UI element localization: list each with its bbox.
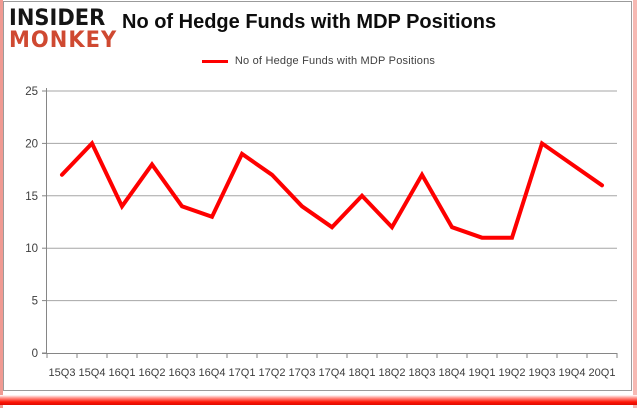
legend-label: No of Hedge Funds with MDP Positions (234, 55, 436, 67)
logo-insider-text: INSIDER (9, 4, 106, 31)
x-tick-label-19Q3: 19Q3 (529, 367, 556, 379)
x-tick-label-18Q3: 18Q3 (409, 367, 436, 379)
x-tick-label-16Q3: 16Q3 (169, 367, 196, 379)
x-tick-label-17Q4: 17Q4 (319, 367, 346, 379)
y-tick-label-15: 15 (25, 191, 38, 203)
right-border-strip (633, 0, 637, 408)
x-tick-label-16Q2: 16Q2 (139, 367, 166, 379)
x-tick-label-16Q1: 16Q1 (109, 367, 136, 379)
bottom-border-band (0, 395, 637, 405)
legend-line-swatch (201, 59, 228, 63)
x-tick-label-15Q3: 15Q3 (49, 367, 76, 379)
x-tick-label-16Q4: 16Q4 (199, 367, 226, 379)
y-tick-label-20: 20 (25, 138, 38, 150)
x-tick-label-17Q1: 17Q1 (229, 367, 256, 379)
x-tick-label-15Q4: 15Q4 (79, 367, 106, 379)
x-tick-label-18Q2: 18Q2 (379, 367, 406, 379)
x-tick-label-19Q4: 19Q4 (559, 367, 586, 379)
chart-title: No of Hedge Funds with MDP Positions (122, 11, 497, 33)
x-tick-label-18Q4: 18Q4 (439, 367, 466, 379)
y-tick-label-25: 25 (25, 86, 38, 98)
left-border-strip (0, 0, 3, 408)
x-tick-label-17Q2: 17Q2 (259, 367, 286, 379)
x-tick-label-17Q3: 17Q3 (289, 367, 316, 379)
y-tick-label-0: 0 (32, 348, 38, 360)
x-tick-label-20Q1: 20Q1 (589, 367, 616, 379)
series-line (60, 139, 604, 240)
x-tick-label-19Q2: 19Q2 (499, 367, 526, 379)
chart-legend: No of Hedge Funds with MDP Positions (0, 55, 637, 67)
x-tick-label-18Q1: 18Q1 (349, 367, 376, 379)
insider-monkey-logo: INSIDER MONKEY (9, 4, 118, 53)
x-tick-label-19Q1: 19Q1 (469, 367, 496, 379)
logo-monkey-text: MONKEY (9, 26, 118, 53)
y-tick-label-5: 5 (32, 296, 38, 308)
y-tick-label-10: 10 (25, 243, 38, 255)
